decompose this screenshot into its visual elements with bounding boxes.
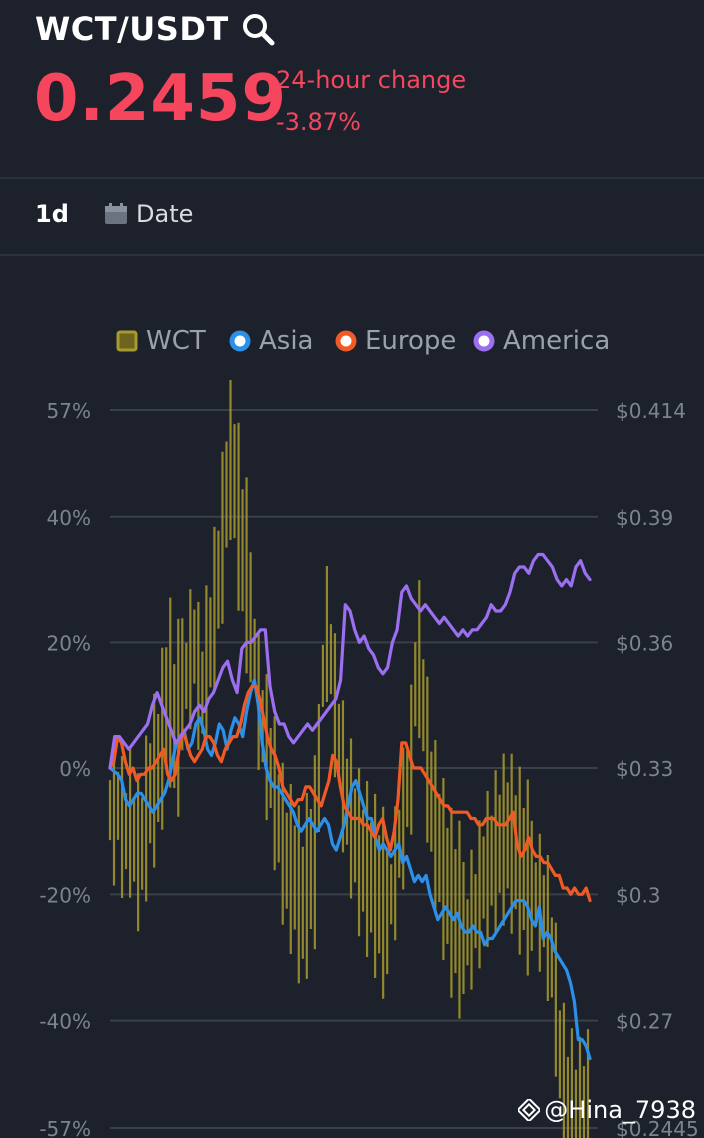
divider [0, 177, 704, 179]
pair-label: WCT/USDT [35, 10, 229, 48]
legend-label: America [503, 326, 611, 356]
date-button[interactable]: Date [104, 200, 193, 228]
watermark: @Hina_7938 [518, 1096, 696, 1124]
watermark-text: @Hina_7938 [544, 1096, 696, 1124]
search-icon[interactable] [241, 12, 275, 46]
timeframe-1d[interactable]: 1d [35, 200, 69, 228]
america-series-line [108, 552, 592, 770]
asia-dot-icon [229, 330, 251, 352]
europe-dot-icon [335, 330, 357, 352]
left-axis-tick-label: 40% [47, 506, 91, 530]
comparison-chart[interactable]: 57% $0.414 40% $0.39 20% $0.36 0% $0.33 -20% $0.3… [0, 380, 704, 1138]
wct-square-icon [116, 330, 138, 352]
legend-label: WCT [146, 326, 206, 356]
date-label: Date [136, 200, 194, 228]
divider [0, 254, 704, 256]
left-axis-tick-label: 0% [59, 757, 91, 781]
europe-series-line [108, 684, 592, 903]
last-price: 0.2459 [34, 62, 287, 136]
america-dot-icon [473, 330, 495, 352]
left-axis-tick-label: 20% [47, 631, 91, 655]
change-value: -3.87% [276, 108, 361, 136]
right-axis-tick-label: $0.39 [616, 506, 673, 530]
left-axis-tick-label: -40% [39, 1010, 91, 1034]
right-axis-tick-label: $0.27 [616, 1010, 673, 1034]
right-axis-tick-label: $0.3 [616, 883, 661, 907]
legend-europe[interactable]: Europe [335, 326, 456, 356]
legend-wct[interactable]: WCT [116, 326, 206, 356]
legend-asia[interactable]: Asia [229, 326, 314, 356]
legend-america[interactable]: America [473, 326, 610, 356]
right-axis-tick-label: $0.414 [616, 399, 686, 423]
ticker-header: WCT/USDT 0.2459 24-hour change -3.87% [0, 0, 704, 178]
legend-label: Asia [259, 326, 314, 356]
right-axis-tick-label: $0.33 [616, 757, 673, 781]
legend-label: Europe [365, 326, 457, 356]
left-axis-tick-label: -57% [39, 1117, 91, 1138]
right-axis-tick-label: $0.2445 [616, 1117, 699, 1138]
calendar-icon [105, 203, 127, 224]
chart-toolbar: 1d Date [0, 180, 704, 254]
change-label: 24-hour change [276, 66, 467, 94]
binance-logo-icon [518, 1099, 541, 1121]
left-axis-tick-label: 57% [47, 399, 91, 423]
asia-series-line [108, 678, 592, 1061]
right-axis-tick-label: $0.36 [616, 631, 673, 655]
left-axis-tick-label: -20% [39, 883, 91, 907]
pair-title[interactable]: WCT/USDT [35, 10, 275, 48]
chart-legend: WCT Asia Europe America [0, 326, 704, 362]
